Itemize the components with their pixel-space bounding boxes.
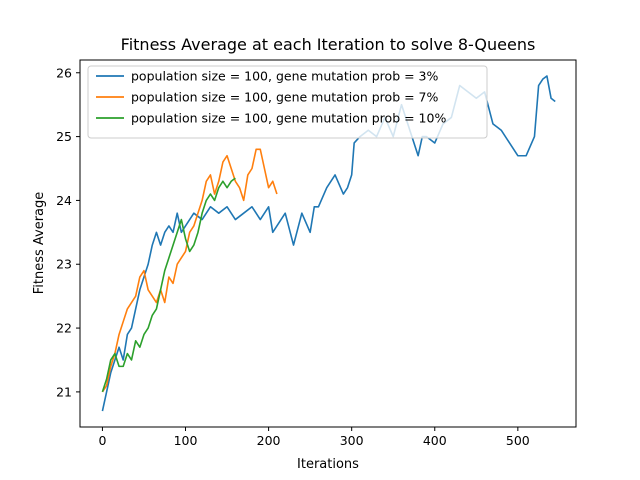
y-tick-label: 24 [56,193,72,208]
y-axis-label: Fitness Average [32,192,47,295]
series-line-3 [101,177,236,393]
legend-label-3: population size = 100, gene mutation pro… [131,111,446,126]
x-tick-label: 500 [506,433,530,448]
y-tick-label: 21 [56,384,72,399]
x-tick-label: 0 [98,433,106,448]
x-tick-label: 400 [423,433,447,448]
y-tick-label: 22 [56,321,72,336]
series-line-2 [101,148,278,393]
y-tick-label: 23 [56,257,72,272]
y-tick-label: 25 [56,129,72,144]
axes-frame [79,59,577,428]
legend-label-1: population size = 100, gene mutation pro… [131,69,438,84]
y-tick-label: 26 [56,65,72,80]
x-tick-label: 300 [340,433,364,448]
axes: 0 100 200 300 400 500 21 22 23 24 25 26 [56,59,577,448]
legend: population size = 100, gene mutation pro… [87,65,488,139]
x-tick-label: 200 [257,433,281,448]
legend-box [87,65,488,139]
chart-title: Fitness Average at each Iteration to sol… [121,35,536,54]
x-tick-label: 100 [174,433,198,448]
x-axis-label: Iterations [297,457,359,472]
legend-label-2: population size = 100, gene mutation pro… [131,90,438,105]
